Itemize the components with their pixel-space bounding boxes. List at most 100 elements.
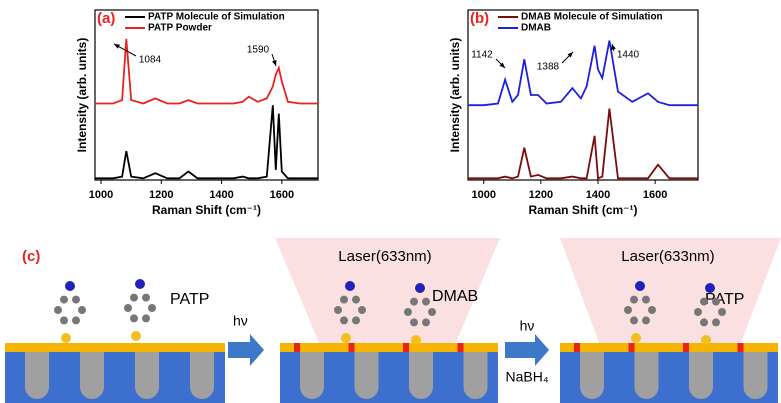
- gold-layer: [5, 343, 225, 352]
- atom: [705, 283, 715, 293]
- atom: [131, 331, 141, 341]
- atom: [135, 279, 145, 289]
- pillar: [635, 352, 659, 399]
- atom: [700, 318, 708, 326]
- atom: [352, 296, 360, 304]
- atom: [700, 298, 708, 306]
- x-tick-label: 1600: [643, 189, 667, 201]
- peak-annotation: 1590: [247, 45, 270, 56]
- gold-layer: [560, 343, 778, 352]
- x-tick-label: 1400: [209, 189, 233, 201]
- atom: [61, 333, 71, 343]
- molecule-label: DMAB: [432, 288, 478, 305]
- atom: [422, 318, 430, 326]
- atom: [54, 306, 62, 314]
- atom: [130, 294, 138, 302]
- laser-label: Laser(633nm): [621, 248, 714, 265]
- atom: [404, 308, 412, 316]
- x-tick-label: 1200: [529, 189, 553, 201]
- atom: [635, 281, 645, 291]
- y-axis-label: Intensity (arb. units): [448, 38, 462, 153]
- x-axis-label: Raman Shift (cm⁻¹): [528, 203, 637, 217]
- atom: [428, 308, 436, 316]
- peak-annotation: 1388: [537, 62, 560, 73]
- atom: [60, 296, 68, 304]
- hotspot: [629, 343, 635, 352]
- atom: [340, 316, 348, 324]
- x-tick-label: 1200: [149, 189, 173, 201]
- legend-label: DMAB: [521, 23, 551, 34]
- x-axis-label: Raman Shift (cm⁻¹): [152, 203, 261, 217]
- atom: [142, 294, 150, 302]
- atom: [411, 335, 421, 345]
- laser-label: Laser(633nm): [338, 248, 431, 265]
- atom: [422, 298, 430, 306]
- arrow: [228, 334, 264, 366]
- figure: (c) PATP hν Laser(633nm) DMAB hν NaBH₄ L…: [0, 0, 781, 403]
- pillar: [300, 352, 324, 399]
- hotspot: [683, 343, 689, 352]
- atom: [630, 316, 638, 324]
- pillar: [689, 352, 713, 399]
- atom: [630, 296, 638, 304]
- atom: [60, 316, 68, 324]
- molecule-label: PATP: [170, 291, 209, 308]
- atom: [341, 333, 351, 343]
- x-tick-label: 1600: [270, 189, 294, 201]
- atom: [642, 296, 650, 304]
- molecule-label: PATP: [705, 291, 744, 308]
- atom: [624, 306, 632, 314]
- pillar: [135, 352, 159, 399]
- atom: [415, 283, 425, 293]
- legend-label: DMAB Molecule of Simulation: [521, 12, 663, 23]
- spectrum-line: [468, 109, 698, 179]
- annotation-arrowhead: [611, 44, 615, 50]
- atom: [65, 281, 75, 291]
- atom: [410, 298, 418, 306]
- pillar: [190, 352, 214, 399]
- atom: [410, 318, 418, 326]
- atom: [78, 306, 86, 314]
- atom: [718, 308, 726, 316]
- spectrum-line: [95, 105, 318, 178]
- arrow: [505, 334, 549, 366]
- peak-annotation: 1440: [617, 50, 640, 61]
- atom: [352, 316, 360, 324]
- atom: [130, 314, 138, 322]
- pillar: [580, 352, 604, 399]
- pillar: [464, 352, 488, 399]
- hotspot: [574, 343, 580, 352]
- atom: [340, 296, 348, 304]
- hotspot: [403, 343, 409, 352]
- atom: [358, 306, 366, 314]
- atom: [648, 306, 656, 314]
- pillar: [80, 352, 104, 399]
- atom: [72, 296, 80, 304]
- process-label: hν: [520, 318, 535, 334]
- panel-label: (a): [97, 10, 115, 27]
- atom: [701, 335, 711, 345]
- y-axis-label: Intensity (arb. units): [75, 38, 89, 153]
- hotspot: [458, 343, 464, 352]
- hotspot: [294, 343, 300, 352]
- hotspot: [738, 343, 744, 352]
- atom: [712, 318, 720, 326]
- legend-label: PATP Molecule of Simulation: [148, 12, 285, 23]
- atom: [142, 314, 150, 322]
- gold-layer: [280, 343, 498, 352]
- plot-frame: [95, 10, 318, 180]
- hotspot: [349, 343, 355, 352]
- atom: [124, 304, 132, 312]
- reagent-label: NaBH₄: [505, 369, 548, 385]
- pillar: [25, 352, 49, 399]
- spectrum-line: [468, 41, 698, 106]
- legend-label: PATP Powder: [148, 23, 212, 34]
- pillar: [409, 352, 433, 399]
- atom: [694, 308, 702, 316]
- atom: [148, 304, 156, 312]
- atom: [72, 316, 80, 324]
- x-tick-label: 1000: [471, 189, 495, 201]
- annotation-arrowhead: [272, 60, 276, 66]
- peak-annotation: 1084: [139, 55, 162, 66]
- peak-annotation: 1142: [471, 50, 493, 61]
